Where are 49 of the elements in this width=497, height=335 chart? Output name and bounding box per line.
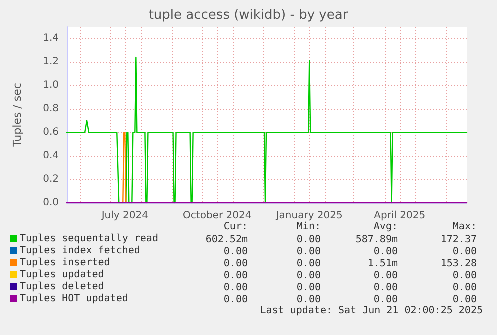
text: 602.52m: [206, 234, 248, 246]
y-tick-label: 0.8: [43, 104, 59, 115]
legend-label: Tuples inserted: [20, 258, 110, 268]
y-tick-label: 0.6: [43, 127, 59, 138]
legend-label: Tuples updated: [20, 270, 104, 280]
y-tick-label: 0.2: [43, 174, 59, 186]
text: Max:: [452, 222, 477, 232]
text: Min:: [296, 222, 321, 232]
text: 0.00: [452, 270, 477, 282]
text: 0.00: [452, 282, 477, 294]
text: 0.00: [296, 270, 321, 282]
y-tick-label: 1.0: [43, 80, 59, 92]
text: 1.51m: [368, 258, 398, 270]
text: 0.00: [296, 246, 321, 258]
text: 0.00: [374, 270, 398, 282]
text: 153.28: [440, 258, 477, 270]
legend-label: Tuples sequentally read: [20, 234, 158, 244]
y-axis-title: Tuples / sec: [11, 83, 24, 148]
legend-label: Tuples HOT updated: [20, 294, 128, 304]
y-tick-label: 0.0: [43, 198, 59, 208]
text: Last update: Sat Jun 21 02:00:25 2025: [260, 306, 483, 316]
text: 0.00: [224, 294, 248, 306]
text: 0.00: [296, 258, 321, 270]
text: 587.89m: [356, 234, 398, 246]
text: 0.00: [374, 282, 398, 294]
text: 0.00: [374, 246, 398, 258]
legend-label: Tuples index fetched: [20, 246, 140, 256]
text: Cur:: [224, 222, 248, 232]
y-tick-label: 0.4: [43, 150, 59, 162]
text: 172.37: [440, 234, 477, 246]
x-tick-label: January 2025: [275, 210, 343, 222]
text: 0.00: [452, 294, 477, 306]
x-tick-label: April 2025: [374, 210, 426, 222]
text: Avg:: [374, 222, 398, 232]
text: 0.00: [296, 294, 321, 306]
text: 0.00: [224, 270, 248, 282]
y-tick-label: 1.4: [43, 33, 59, 44]
x-tick-label: October 2024: [183, 210, 252, 222]
text: 0.00: [224, 282, 248, 294]
text: 0.00: [224, 246, 248, 258]
text: 0.00: [296, 282, 321, 294]
x-tick-label: July 2024: [100, 210, 148, 222]
text: 0.00: [452, 246, 477, 258]
text: 0.00: [374, 294, 398, 306]
chart-title: tuple access (wikidb) - by year: [148, 8, 349, 23]
legend-label: Tuples deleted: [20, 282, 104, 292]
y-tick-label: 1.2: [43, 56, 59, 68]
text: 0.00: [224, 258, 248, 270]
text: 0.00: [296, 234, 321, 246]
